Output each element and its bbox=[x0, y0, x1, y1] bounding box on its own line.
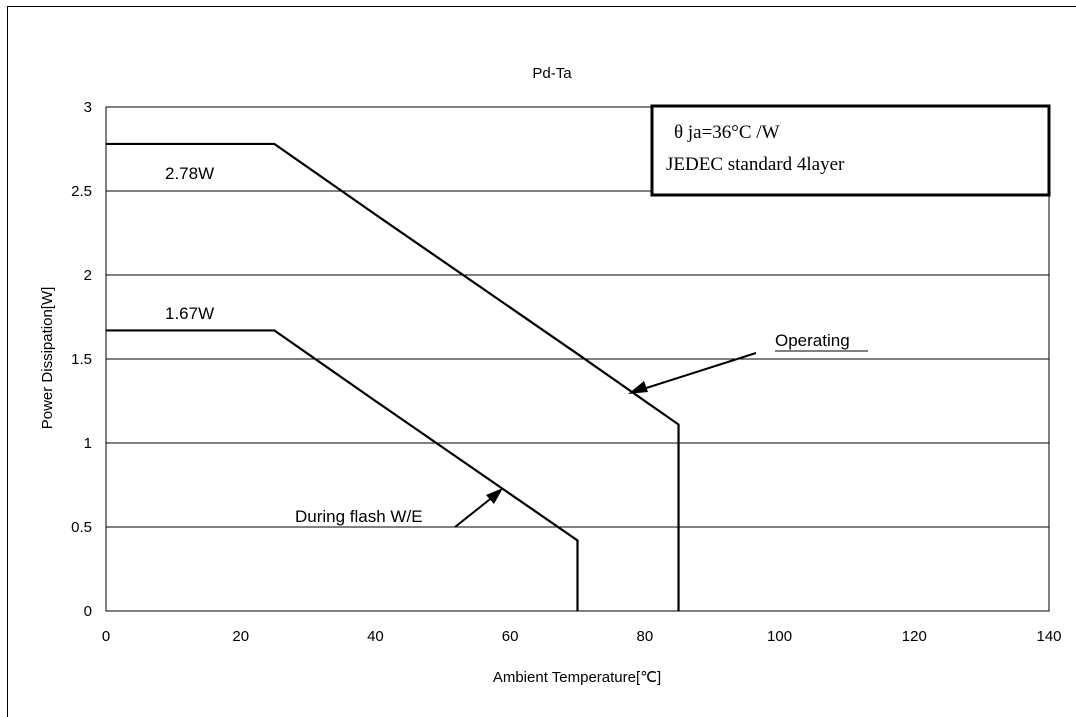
info-box bbox=[650, 104, 1051, 197]
y-tick-label: 1 bbox=[84, 435, 92, 452]
chart-frame bbox=[7, 6, 1076, 717]
series-lines bbox=[106, 142, 680, 611]
y-tick-label: 3 bbox=[84, 99, 92, 116]
annotation-during-flash: During flash W/E bbox=[295, 507, 423, 526]
y-axis-label: Power Dissipation[W] bbox=[39, 287, 56, 430]
y-tick-label: 2.5 bbox=[71, 183, 92, 200]
x-tick-label: 0 bbox=[102, 628, 110, 645]
series-line-operating bbox=[106, 142, 680, 611]
x-tick-labels: 0 20 40 60 80 100 120 140 bbox=[102, 628, 1062, 645]
x-tick-label: 140 bbox=[1036, 628, 1061, 645]
x-tick-label: 20 bbox=[232, 628, 249, 645]
y-tick-label: 0.5 bbox=[71, 519, 92, 536]
operating-arrow-line bbox=[639, 352, 757, 391]
y-tick-label: 2 bbox=[84, 267, 92, 284]
annotation-1-67w: 1.67W bbox=[165, 304, 214, 323]
x-axis-label: Ambient Temperature[℃] bbox=[493, 669, 661, 686]
info-box-theta: θ ja=36°C /W bbox=[674, 122, 780, 143]
annotation-operating: Operating bbox=[775, 331, 850, 350]
operating-arrow-head bbox=[628, 381, 648, 394]
info-box-jedec: JEDEC standard 4layer bbox=[666, 154, 845, 175]
y-tick-labels: 0 0.5 1 1.5 2 2.5 3 bbox=[71, 99, 92, 620]
flash-arrow-line bbox=[454, 495, 495, 528]
chart-title: Pd-Ta bbox=[532, 65, 572, 82]
annotation-2-78w: 2.78W bbox=[165, 164, 214, 183]
series-line-during-flash bbox=[106, 329, 579, 611]
x-tick-label: 100 bbox=[767, 628, 792, 645]
x-tick-label: 80 bbox=[637, 628, 654, 645]
y-tick-label: 0 bbox=[84, 603, 92, 620]
x-tick-label: 60 bbox=[502, 628, 519, 645]
flash-arrow-head bbox=[486, 488, 503, 504]
x-tick-label: 120 bbox=[902, 628, 927, 645]
x-tick-label: 40 bbox=[367, 628, 384, 645]
y-tick-label: 1.5 bbox=[71, 351, 92, 368]
